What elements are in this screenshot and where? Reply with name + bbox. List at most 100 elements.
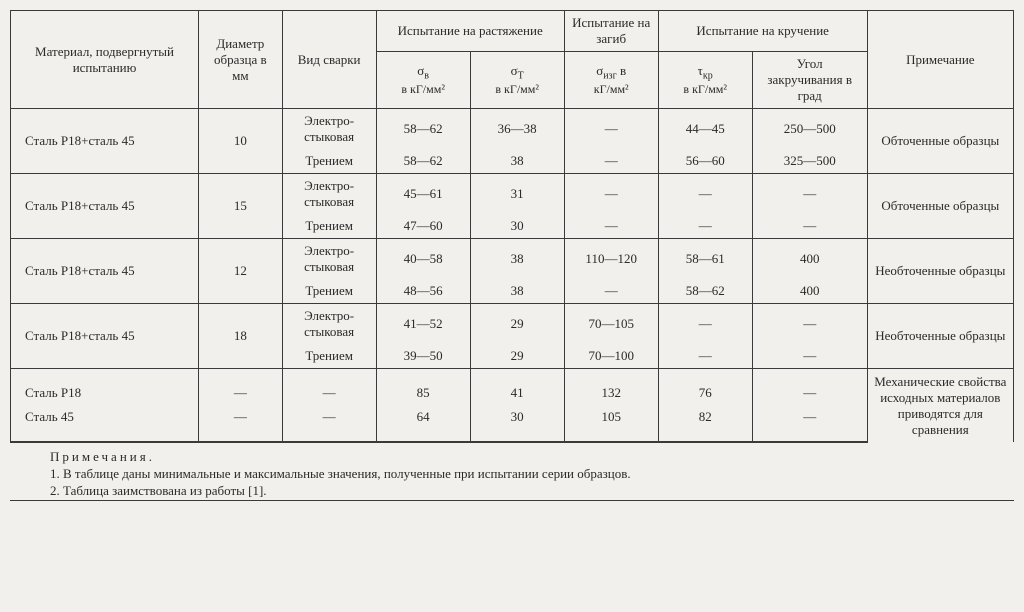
cell-ang: — (752, 174, 867, 215)
cell-diameter: 15 (199, 174, 283, 239)
cell-sizg: 132 (564, 369, 658, 406)
cell-diameter: — (199, 405, 283, 442)
cell-note: Механические свойства исходных материало… (867, 369, 1013, 443)
cell-weld: Трением (282, 344, 376, 369)
footnote-2: 2. Таблица заимствована из работы [1]. (50, 483, 267, 498)
cell-st: 29 (470, 344, 564, 369)
cell-st: 38 (470, 239, 564, 280)
cell-tkr: — (658, 214, 752, 239)
table-row: Сталь Р18+сталь 45 12 Электро-стыковая 4… (11, 239, 1014, 280)
cell-weld: Трением (282, 279, 376, 304)
cell-diameter: 12 (199, 239, 283, 304)
cell-st: 36—38 (470, 109, 564, 150)
col-diameter: Диаметр образца в мм (199, 11, 283, 109)
footnote-1: 1. В таблице даны минимальные и максимал… (50, 466, 631, 481)
cell-ang: — (752, 304, 867, 345)
cell-st: 30 (470, 405, 564, 442)
cell-material: Сталь Р18+сталь 45 (11, 304, 199, 369)
cell-sv: 39—50 (376, 344, 470, 369)
cell-material: Сталь Р18+сталь 45 (11, 109, 199, 174)
cell-diameter: 10 (199, 109, 283, 174)
col-sigma-izg: σизг в кГ/мм² (564, 52, 658, 109)
cell-sv: 48—56 (376, 279, 470, 304)
col-angle: Угол закручивания в град (752, 52, 867, 109)
cell-material: Сталь 45 (11, 405, 199, 442)
table-row: Сталь Р18+сталь 45 10 Электро-стыковая 5… (11, 109, 1014, 150)
cell-sizg: — (564, 109, 658, 150)
cell-sv: 47—60 (376, 214, 470, 239)
mechanical-properties-table: Материал, подвергнутый испытанию Диаметр… (10, 10, 1014, 443)
cell-tkr: — (658, 174, 752, 215)
cell-st: 41 (470, 369, 564, 406)
cell-st: 38 (470, 149, 564, 174)
cell-material: Сталь Р18+сталь 45 (11, 174, 199, 239)
col-sigma-t: σT в кГ/мм² (470, 52, 564, 109)
cell-weld: Трением (282, 149, 376, 174)
cell-sv: 40—58 (376, 239, 470, 280)
cell-sizg: — (564, 279, 658, 304)
cell-sv: 41—52 (376, 304, 470, 345)
cell-tkr: — (658, 304, 752, 345)
cell-ang: — (752, 214, 867, 239)
footnote-title: Примечания. (50, 449, 155, 464)
cell-note: Обточенные образцы (867, 109, 1013, 174)
col-weld-type: Вид сварки (282, 11, 376, 109)
table-row: Сталь 45 — — 64 30 105 82 — (11, 405, 1014, 442)
col-material: Материал, подвергнутый испытанию (11, 11, 199, 109)
cell-note: Обточенные образцы (867, 174, 1013, 239)
cell-ang: — (752, 344, 867, 369)
col-note: Примечание (867, 11, 1013, 109)
cell-note: Необточенные образцы (867, 239, 1013, 304)
cell-weld: Электро-стыковая (282, 174, 376, 215)
cell-material: Сталь Р18+сталь 45 (11, 239, 199, 304)
cell-weld: Электро-стыковая (282, 109, 376, 150)
cell-weld: Электро-стыковая (282, 304, 376, 345)
cell-diameter: — (199, 369, 283, 406)
cell-sv: 58—62 (376, 149, 470, 174)
cell-tkr: 44—45 (658, 109, 752, 150)
cell-st: 38 (470, 279, 564, 304)
cell-tkr: 58—61 (658, 239, 752, 280)
col-tau-kr: τкр в кГ/мм² (658, 52, 752, 109)
cell-sv: 58—62 (376, 109, 470, 150)
cell-weld: — (282, 369, 376, 406)
cell-weld: Электро-стыковая (282, 239, 376, 280)
cell-sizg: 105 (564, 405, 658, 442)
cell-st: 30 (470, 214, 564, 239)
cell-sv: 64 (376, 405, 470, 442)
col-torsion-test: Испытание на кручение (658, 11, 867, 52)
cell-sv: 45—61 (376, 174, 470, 215)
cell-weld: Трением (282, 214, 376, 239)
cell-tkr: — (658, 344, 752, 369)
cell-note: Необточенные образцы (867, 304, 1013, 369)
cell-sizg: — (564, 149, 658, 174)
cell-sv: 85 (376, 369, 470, 406)
cell-st: 31 (470, 174, 564, 215)
cell-sizg: 70—105 (564, 304, 658, 345)
cell-ang: 400 (752, 239, 867, 280)
cell-tkr: 82 (658, 405, 752, 442)
cell-tkr: 56—60 (658, 149, 752, 174)
cell-sizg: 70—100 (564, 344, 658, 369)
cell-ang: — (752, 405, 867, 442)
footnotes: Примечания. 1. В таблице даны минимальны… (10, 443, 1014, 501)
cell-tkr: 58—62 (658, 279, 752, 304)
cell-ang: — (752, 369, 867, 406)
col-bend-test: Испытание на загиб (564, 11, 658, 52)
cell-sizg: 110—120 (564, 239, 658, 280)
table-row: Сталь Р18+сталь 45 15 Электро-стыковая 4… (11, 174, 1014, 215)
table-row: Сталь Р18 — — 85 41 132 76 — Механически… (11, 369, 1014, 406)
cell-ang: 250—500 (752, 109, 867, 150)
cell-sizg: — (564, 214, 658, 239)
cell-sizg: — (564, 174, 658, 215)
cell-weld: — (282, 405, 376, 442)
col-sigma-v: σв в кГ/мм² (376, 52, 470, 109)
cell-st: 29 (470, 304, 564, 345)
col-tension-test: Испытание на растяжение (376, 11, 564, 52)
cell-ang: 400 (752, 279, 867, 304)
cell-ang: 325—500 (752, 149, 867, 174)
table-row: Сталь Р18+сталь 45 18 Электро-стыковая 4… (11, 304, 1014, 345)
cell-diameter: 18 (199, 304, 283, 369)
cell-material: Сталь Р18 (11, 369, 199, 406)
cell-tkr: 76 (658, 369, 752, 406)
